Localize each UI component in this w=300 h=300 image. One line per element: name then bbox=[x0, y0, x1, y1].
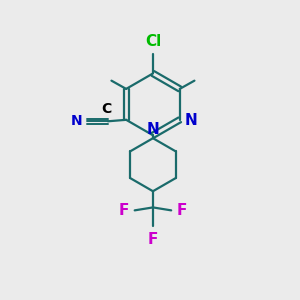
Text: N: N bbox=[70, 114, 82, 128]
Text: F: F bbox=[148, 232, 158, 247]
Text: F: F bbox=[177, 203, 188, 218]
Text: N: N bbox=[185, 113, 198, 128]
Text: F: F bbox=[118, 203, 129, 218]
Text: Cl: Cl bbox=[145, 34, 161, 49]
Text: C: C bbox=[102, 102, 112, 116]
Text: N: N bbox=[147, 122, 159, 137]
